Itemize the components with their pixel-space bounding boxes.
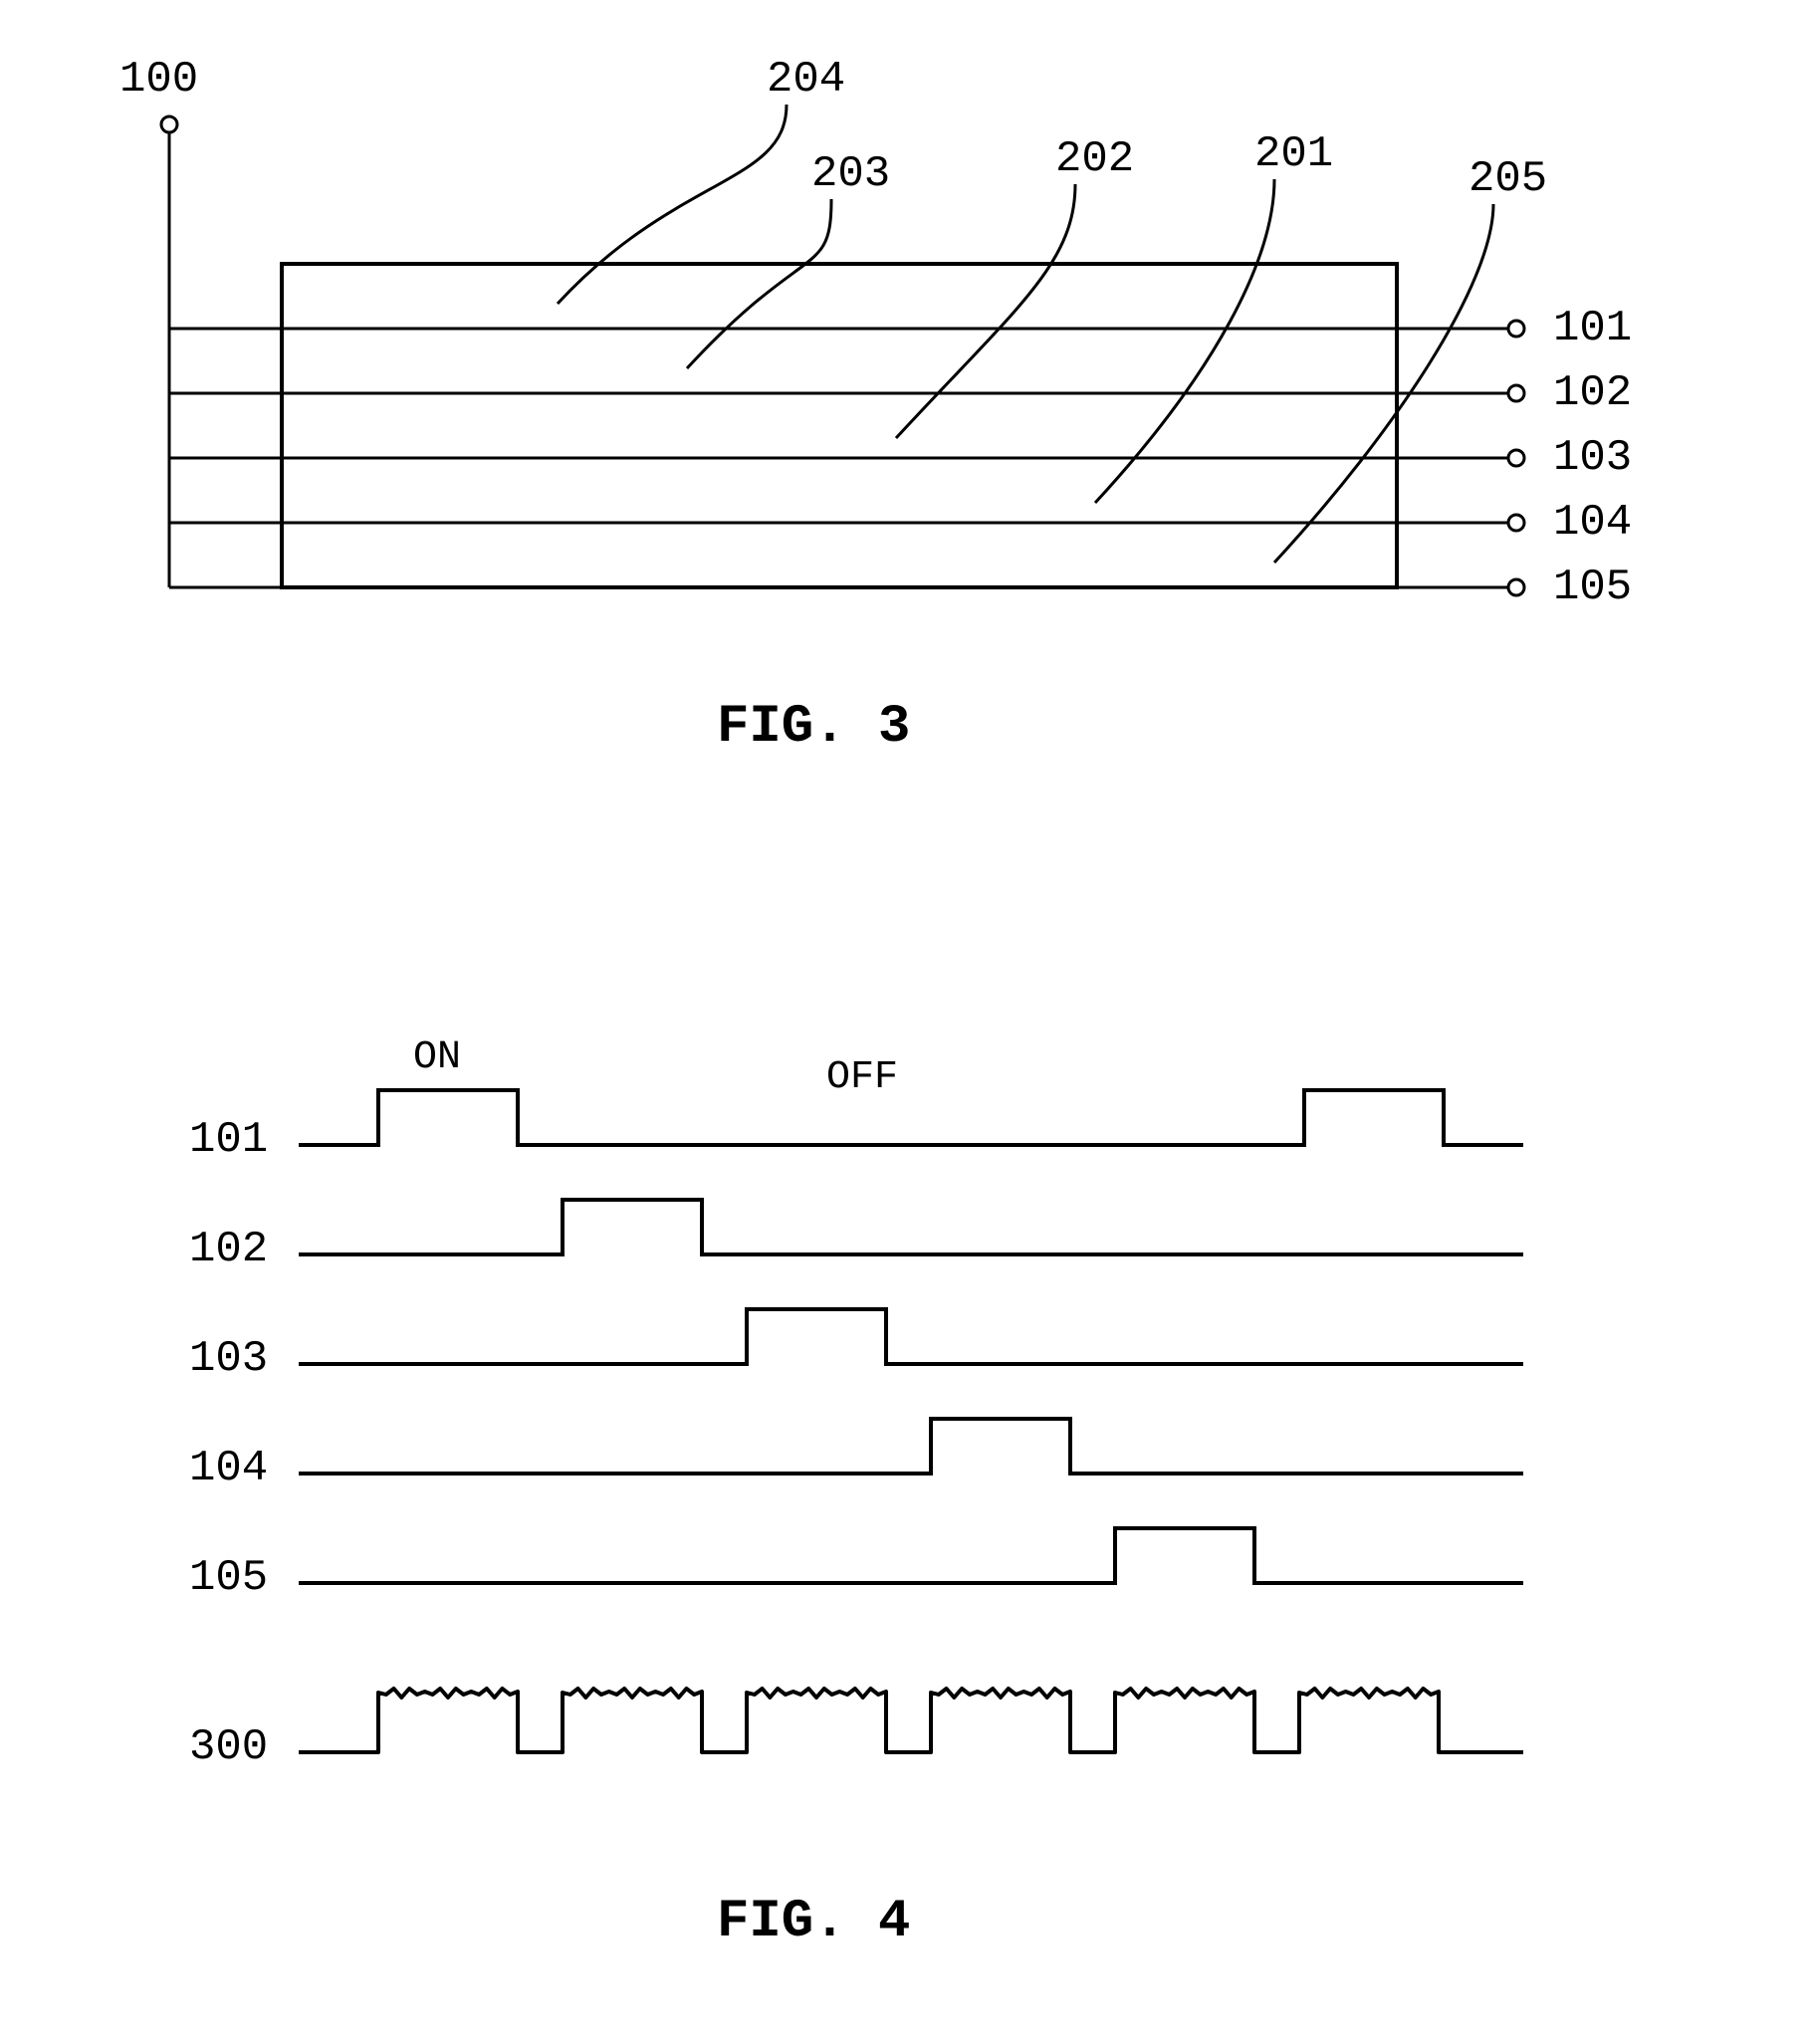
- fig4-row-102: 102: [189, 1225, 268, 1274]
- fig4-on-label: ON: [413, 1035, 461, 1080]
- fig4-row-103: 103: [189, 1334, 268, 1384]
- fig4-caption: FIG. 4: [717, 1892, 910, 1952]
- fig4-off-label: OFF: [826, 1055, 898, 1100]
- fig4-row-300: 300: [189, 1722, 268, 1772]
- fig4-row-104: 104: [189, 1444, 268, 1493]
- fig4-svg: [0, 0, 1808, 2044]
- fig4-row-101: 101: [189, 1115, 268, 1165]
- fig4-row-105: 105: [189, 1553, 268, 1603]
